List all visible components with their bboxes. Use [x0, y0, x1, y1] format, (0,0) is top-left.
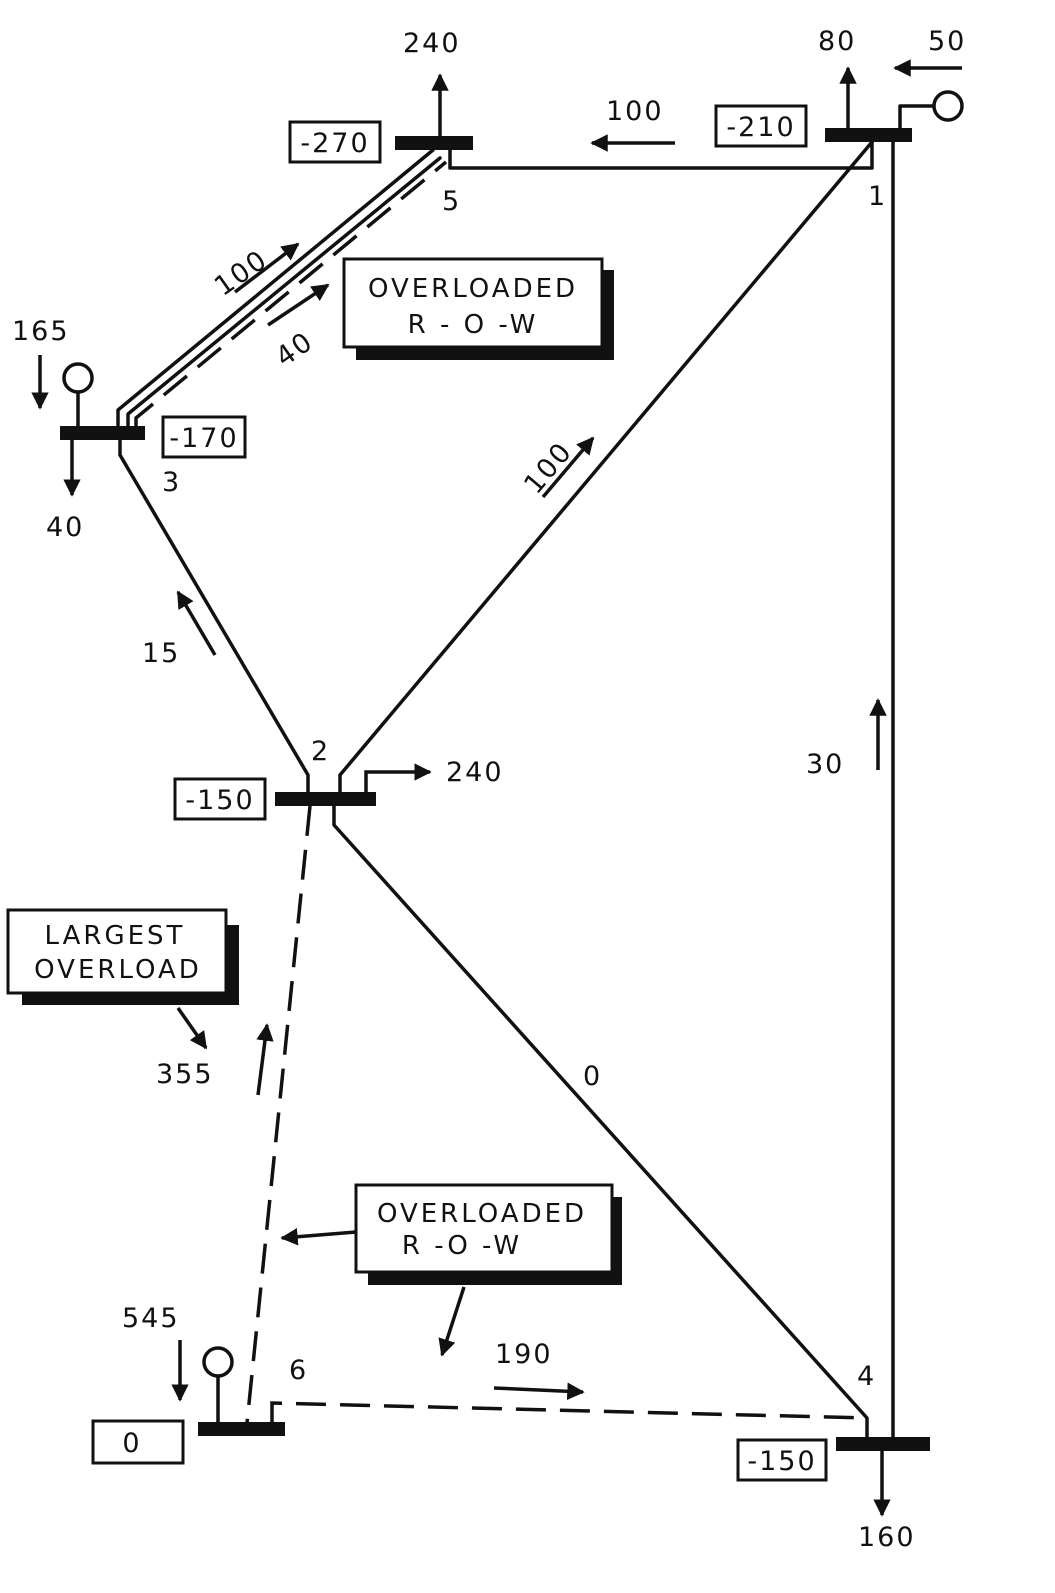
bus2-angle: -150: [185, 785, 254, 816]
bus4-load-value: 160: [858, 1522, 916, 1553]
note-bottom-pointer-left: [280, 1228, 357, 1246]
bus1-gen-stem: [898, 104, 934, 130]
line-1-2: [338, 140, 874, 795]
line-2-4: [332, 804, 869, 1439]
bus-label-5: 5: [442, 186, 461, 217]
flow-value-3-5-b: 40: [270, 326, 319, 373]
note-largest-line1: LARGEST: [45, 921, 186, 951]
bus6-gen-value: 545: [122, 1303, 180, 1334]
bus5-load-value: 240: [403, 28, 461, 59]
flow-value-2-3: 15: [142, 638, 180, 669]
bus6-angle-box: [91, 1419, 185, 1465]
flow-value-2-1: 100: [518, 436, 579, 500]
flow-arrow-2-3: [176, 590, 217, 656]
bus6-generator-icon: [202, 1346, 234, 1378]
bus3-angle: -170: [169, 423, 238, 454]
note-bottom-line1: OVERLOADED: [377, 1199, 587, 1229]
flow-value-5-1: 100: [606, 96, 664, 127]
note-overloaded-row-top: OVERLOADED R - O -W: [342, 257, 614, 360]
note-largest-overload: LARGEST OVERLOAD: [6, 908, 239, 1050]
note-overloaded-row-bottom: OVERLOADED R -O -W: [280, 1183, 622, 1357]
bus-labels: 5 1 3 2 6 4: [162, 181, 887, 1392]
note-top-line2: R - O -W: [408, 310, 539, 340]
note-largest-line2: OVERLOAD: [34, 955, 202, 985]
line-5-1: [448, 140, 874, 170]
line-3-5-a: [116, 148, 435, 427]
bus3-angle-box: [161, 415, 247, 459]
flow-value-6-4: 190: [495, 1339, 553, 1370]
bus6-angle: 0: [122, 1428, 141, 1459]
bus-label-1: 1: [868, 181, 887, 212]
bus-bars: [60, 128, 930, 1451]
flow-value-3-5-a: 100: [209, 244, 274, 302]
bus1-gen-value: 50: [928, 26, 966, 57]
lines: [116, 138, 895, 1439]
bus-label-2: 2: [311, 736, 330, 767]
flow-arrow-2-1: [541, 436, 595, 499]
line-3-5-b: [126, 156, 442, 427]
line-6-4-dashed: [270, 1401, 868, 1423]
bus1-angle-box: [714, 104, 808, 148]
bus-label-3: 3: [162, 467, 181, 498]
bus1-generator-icon: [932, 90, 964, 122]
flow-arrows: [176, 134, 887, 1401]
bus5-angle-box: [288, 120, 382, 164]
note-largest-pointer: [176, 1006, 208, 1050]
injections: [31, 59, 964, 1517]
line-3-5-dashed: [134, 160, 448, 426]
bus2-load-line: [364, 763, 432, 792]
flow-arrow-3-5-a: [233, 242, 300, 294]
bus1-angle: -210: [726, 112, 795, 143]
bus5-angle: -270: [300, 128, 369, 159]
bus2-angle-box: [173, 777, 267, 821]
bus-label-4: 4: [857, 1361, 876, 1392]
flow-arrow-6-2: [256, 1023, 274, 1096]
flow-arrow-6-4: [493, 1382, 585, 1401]
bus4-angle: -150: [747, 1446, 816, 1477]
line-2-6-dashed: [245, 805, 312, 1424]
note-bottom-line2: R -O -W: [402, 1231, 522, 1261]
flow-value-2-4: 0: [583, 1061, 602, 1092]
bus3-generator-icon: [62, 362, 94, 394]
note-top-line1: OVERLOADED: [368, 274, 578, 304]
angle-boxes: -270 -210 -170 -150 0 -150: [91, 104, 828, 1482]
line-3-2: [118, 438, 310, 795]
bus3-load-value: 40: [46, 512, 84, 543]
bus-label-6: 6: [289, 1355, 308, 1386]
flow-value-6-2: 355: [156, 1059, 214, 1090]
bus1-load-value: 80: [818, 26, 856, 57]
note-bottom-pointer-down: [438, 1286, 466, 1357]
flow-arrow-3-5-b: [267, 283, 330, 327]
bus3-gen-value: 165: [12, 316, 70, 347]
bus4-angle-box: [736, 1438, 828, 1482]
bus2-load-value: 240: [446, 757, 504, 788]
flow-value-4-1: 30: [806, 749, 844, 780]
injection-values: 240 80 50 165 40 240 545 160: [12, 26, 966, 1553]
